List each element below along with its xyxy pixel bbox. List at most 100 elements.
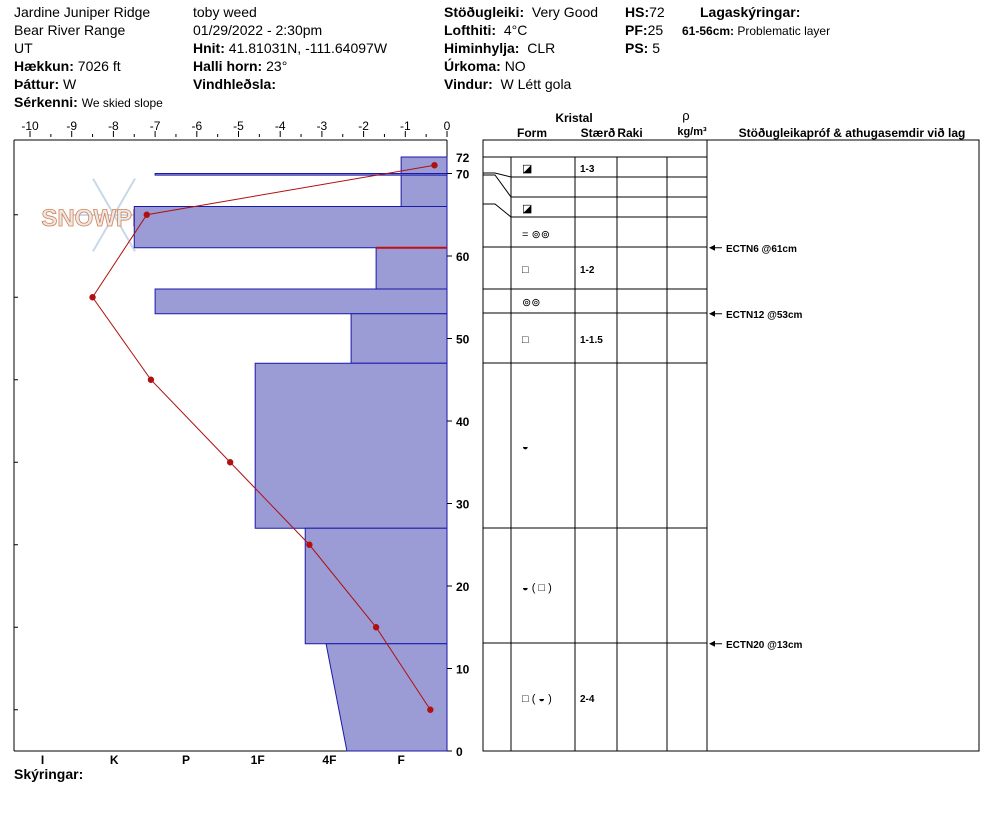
hardness-layer [254,362,448,529]
hardness-tick-label: I [41,753,44,767]
layer-note-text: Problematic layer [737,24,831,38]
temp-tick-label: -7 [150,119,161,133]
temperature-point [89,294,96,301]
slope-label: Halli horn: [193,58,263,74]
density-symbol: ρ [682,108,689,123]
tests-header: Stöðugleikapróf & athugasemdir við lag [739,126,966,140]
precipitation: Úrkoma: NO [444,58,526,74]
coordinates: Hnit: 41.81031N, -111.64097W [193,40,387,56]
depth-tick-label: 20 [456,580,470,594]
grain-form: ◒ ( □ ) [522,582,552,594]
temp-tick-label: -2 [358,119,369,133]
grain-form: ◪ [522,163,532,175]
test-arrow-head [709,640,715,647]
temperature-point [372,624,380,631]
watermark-flake-arm [113,214,136,252]
form-header: Form [517,126,547,140]
precip-label: Úrkoma: [444,58,501,74]
temperature-line [91,164,435,711]
test-arrow-head [709,244,715,251]
depth-tick-label: 60 [456,250,470,264]
wind-loading: Vindhleðsla: [193,76,276,92]
temp-tick-label: -3 [317,119,328,133]
temperature-point [226,459,234,466]
hardness-layer [400,156,448,174]
grain-size: 1-1.5 [580,335,603,346]
layer-connector [483,172,512,178]
wind-label: Vindur: [444,76,493,92]
coords-label: Hnit: [193,40,225,56]
features-value: We skied slope [81,96,163,110]
aspect: Þáttur: W [14,76,76,92]
temperature-profile [89,162,438,713]
mountain-range: Bear River Range [14,22,126,38]
size-header: Stærð [581,126,616,140]
grain-size: 1-2 [580,265,595,276]
hardness-tick-label: K [110,753,119,767]
ps-value: 5 [652,40,661,56]
grain-form: = ⊚⊚ [522,229,550,241]
temp-tick-label: -9 [66,119,77,133]
temperature-point [431,162,438,169]
stability-value: Very Good [531,4,599,20]
pf-label: PF: [625,22,648,38]
grain-form: ◒ [522,441,529,453]
depth-tick-label: 10 [456,663,470,677]
hardness-layer [325,643,448,752]
hs: HS:72 [625,4,665,20]
temp-tick-label: -10 [21,119,39,133]
layer-connector [483,174,512,198]
hardness-tick-label: P [182,753,190,767]
elevation: Hækkun: 7026 ft [14,58,121,74]
grain-form: □ [522,334,529,346]
grain-form: ◪ [522,203,532,215]
hardness-layer [154,288,448,315]
ps: PS: 5 [625,40,660,56]
pf-value: 25 [647,22,664,38]
grain-form: □ ( ◒ ) [522,693,552,705]
depth-top-label: 72 [456,151,470,165]
test-arrow-head [709,310,715,317]
temperature-point [306,541,313,548]
stability: Stöðugleiki: Very Good [444,4,598,20]
depth-tick-label: 50 [456,333,470,347]
features: Sérkenni: We skied slope [14,94,163,111]
air-temperature: Lofthiti: 4°C [444,22,527,38]
hs-label: HS: [625,4,650,20]
hardness-layer [133,206,448,249]
temp-tick-label: 0 [444,119,451,133]
aspect-value: W [63,76,77,92]
table-border [482,139,980,752]
hardness-tick-label: 1F [251,753,265,767]
temp-tick-label: -6 [191,119,202,133]
slope-angle: Halli horn: 23° [193,58,287,74]
stability-test-label: ECTN20 @13cm [726,640,803,651]
layer-notes-title: Lagaskýringar: [700,4,801,20]
notes-label: Skýringar: [14,766,84,782]
hardness-layers [133,156,448,752]
temp-tick-label: -8 [108,119,119,133]
layer-connector [483,203,512,218]
stability-test-label: ECTN6 @61cm [726,244,797,255]
layer-table: Kristal Form Stærð Raki ρ kg/m³ Stöðugleikapró… [482,108,980,752]
features-label: Sérkenni: [14,94,78,110]
temperature-point [427,706,434,713]
watermark-flake-arm [92,214,115,252]
coords-value: 41.81031N, -111.64097W [228,40,388,56]
hardness-layer [375,247,448,290]
pf: PF:25 [625,22,663,38]
grain-form: ⊚⊚ [522,297,540,309]
aspect-label: Þáttur: [14,76,60,92]
sky-cover: Himinhylja: CLR [444,40,555,56]
moisture-header: Raki [617,126,642,140]
crystal-header: Kristal [555,111,592,125]
depth-tick-label: 0 [456,745,463,759]
temperature-point [143,211,150,218]
wind-value: W Létt gola [500,76,572,92]
location-name: Jardine Juniper Ridge [14,4,151,20]
depth-tick-label: 30 [456,498,470,512]
wind: Vindur: W Létt gola [444,76,571,92]
state: UT [14,40,33,56]
observer: toby weed [193,4,257,20]
